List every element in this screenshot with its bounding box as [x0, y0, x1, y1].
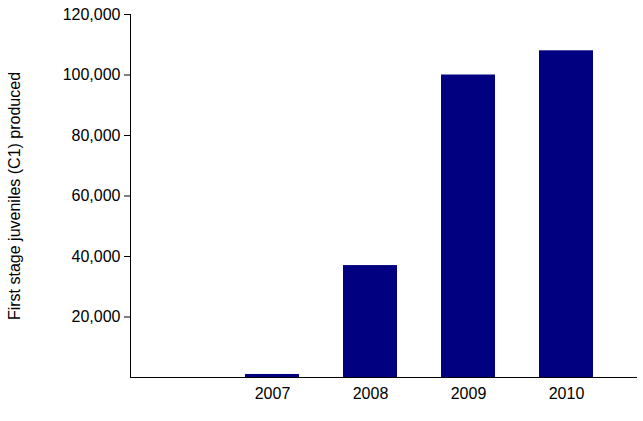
svg-text:120,000: 120,000 — [63, 6, 121, 23]
svg-text:2007: 2007 — [255, 385, 291, 402]
svg-text:2009: 2009 — [451, 385, 487, 402]
svg-text:20,000: 20,000 — [72, 308, 121, 325]
svg-text:60,000: 60,000 — [72, 187, 121, 204]
svg-text:2010: 2010 — [549, 385, 585, 402]
svg-text:First stage juveniles (C1) pro: First stage juveniles (C1) produced — [6, 72, 23, 320]
svg-text:80,000: 80,000 — [72, 127, 121, 144]
svg-text:40,000: 40,000 — [72, 248, 121, 265]
svg-text:100,000: 100,000 — [63, 66, 121, 83]
svg-text:2008: 2008 — [353, 385, 389, 402]
